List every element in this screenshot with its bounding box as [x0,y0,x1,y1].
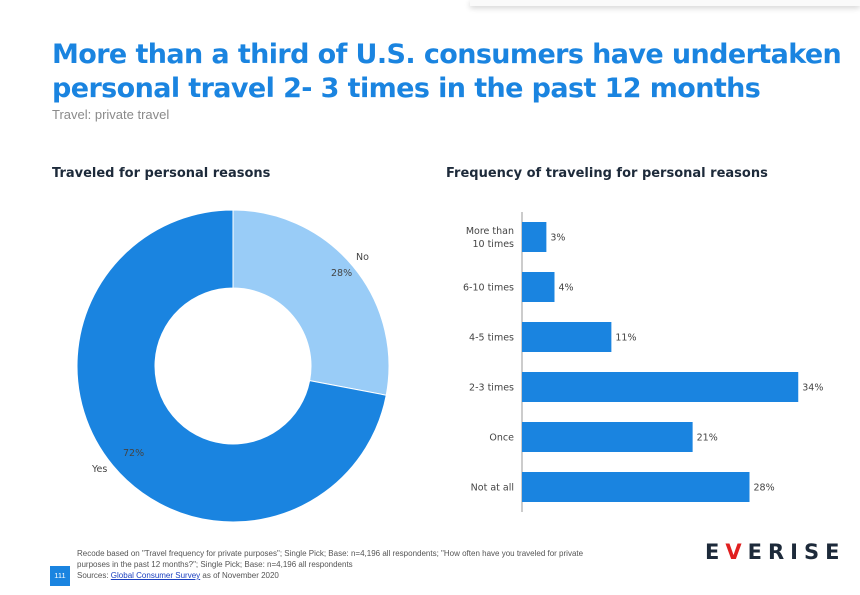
bar-category-label: Not at all [471,483,514,494]
sources-link[interactable]: Global Consumer Survey [110,571,201,580]
page-subtitle: Travel: private travel [52,107,170,122]
bar-category-label: 4-5 times [469,333,514,344]
donut-category-label-yes: Yes [91,464,107,475]
donut-category-label-no: No [356,252,369,263]
bar-2 [522,272,555,302]
sources-label: Sources: [77,571,111,580]
bar-3 [522,322,612,352]
bar-value-label: 21% [697,433,718,444]
donut-slice-yes [76,209,387,523]
bar-value-label: 34% [802,383,823,394]
bar-category-label: 6-10 times [463,283,514,294]
footnote-line-2: purposes in the past 12 months?"; Single… [77,560,353,569]
sources-line: Sources: Global Consumer Survey as of No… [77,570,677,581]
everise-logo: EVERISE [705,540,845,564]
sources-suffix: as of November 2020 [200,571,279,580]
page-title: More than a third of U.S. consumers have… [52,38,842,106]
page-number-badge: 111 [50,566,70,586]
footnote: Recode based on "Travel frequency for pr… [77,548,677,581]
title-line-2: personal travel 2- 3 times in the past 1… [52,73,761,104]
donut-value-label-yes: 72% [123,448,144,459]
donut-slice-no [232,209,390,396]
bar-value-label: 3% [550,233,565,244]
bar-category-label: More than [466,226,514,237]
logo-prefix: E [705,540,726,564]
bar-category-label: 10 times [472,239,514,250]
donut-value-label-no: 28% [331,268,352,279]
bar-value-label: 11% [615,333,636,344]
bar-chart-title: Frequency of traveling for personal reas… [446,166,768,181]
footnote-line-1: Recode based on "Travel frequency for pr… [77,549,584,558]
bar-5 [522,422,693,452]
top-shadow-bar [470,0,860,6]
bar-1 [522,222,547,252]
title-line-1: More than a third of U.S. consumers have… [52,39,842,70]
bar-value-label: 4% [559,283,574,294]
bar-6 [522,472,750,502]
donut-chart-title: Traveled for personal reasons [52,166,271,181]
bar-4 [522,372,799,402]
bar-category-label: Once [489,433,514,444]
bar-category-label: 2-3 times [469,383,514,394]
bar-value-label: 28% [754,483,775,494]
logo-accent-letter: V [725,540,748,564]
logo-suffix: ERISE [747,540,846,564]
